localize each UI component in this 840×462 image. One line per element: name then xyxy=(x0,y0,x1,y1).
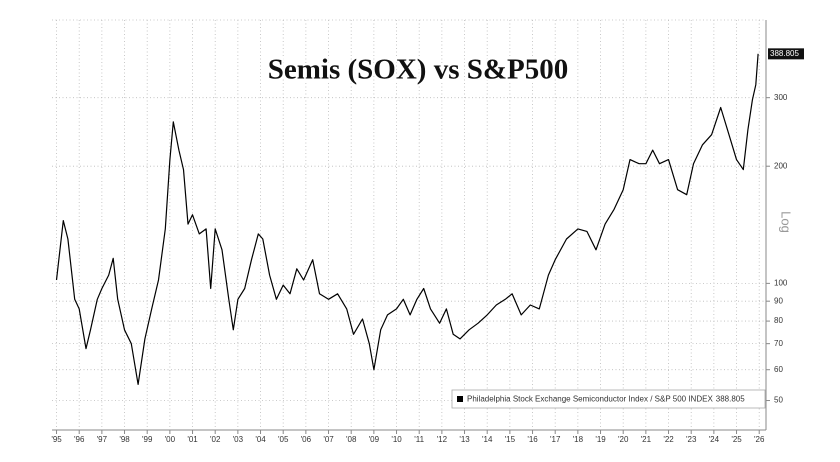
x-tick-label: '17 xyxy=(550,435,561,444)
chart-title: Semis (SOX) vs S&P500 xyxy=(268,54,568,86)
legend-box xyxy=(451,389,766,409)
last-value-label: 388.805 xyxy=(770,49,799,58)
x-tick-label: '10 xyxy=(391,435,402,444)
x-tick-label: '20 xyxy=(618,435,629,444)
x-tick-label: '02 xyxy=(210,435,221,444)
x-tick-label: '16 xyxy=(527,435,538,444)
y-tick-label: 80 xyxy=(774,316,783,325)
x-tick-label: '09 xyxy=(369,435,380,444)
line xyxy=(55,53,759,385)
plot xyxy=(55,53,759,385)
last-value-tag xyxy=(768,48,804,60)
x-tick-label: '08 xyxy=(346,435,357,444)
y-tick-label: 70 xyxy=(774,339,783,348)
x-tick-label: '96 xyxy=(74,435,85,444)
x-tick-label: '24 xyxy=(709,435,720,444)
x-tick-label: '15 xyxy=(505,435,516,444)
y-tick-label: 100 xyxy=(774,278,788,287)
y-tick-label: 60 xyxy=(774,365,783,374)
x-tick-label: '18 xyxy=(573,435,584,444)
x-tick-label: '01 xyxy=(187,435,198,444)
y-tick-label: 300 xyxy=(774,93,788,102)
x-tick-label: '23 xyxy=(686,435,697,444)
x-tick-label: '19 xyxy=(595,435,606,444)
x-tick-label: '13 xyxy=(459,435,470,444)
y-tick-label: 50 xyxy=(774,396,783,405)
x-tick-label: '07 xyxy=(323,435,334,444)
x-tick-label: '99 xyxy=(142,435,153,444)
x-tick-label: '03 xyxy=(233,435,244,444)
x-tick-label: '12 xyxy=(437,435,448,444)
x-tick-label: '00 xyxy=(165,435,176,444)
y-tick-label: 90 xyxy=(774,296,783,305)
x-tick-label: '22 xyxy=(663,435,674,444)
x-tick-label: '06 xyxy=(301,435,312,444)
grid xyxy=(52,19,770,434)
x-tick-label: '11 xyxy=(414,435,424,444)
legend-label: Philadelphia Stock Exchange Semiconducto… xyxy=(467,395,713,404)
legend-value: 388.805 xyxy=(716,395,745,404)
x-tick-label: '97 xyxy=(97,435,108,444)
x-tick-label: '26 xyxy=(754,435,765,444)
y-axis-label: Log xyxy=(779,211,794,233)
x-tick-label: '25 xyxy=(731,435,742,444)
legend-swatch xyxy=(457,396,463,402)
x-tick-label: '05 xyxy=(278,435,289,444)
x-tick-label: '14 xyxy=(482,435,493,444)
x-tick-label: '21 xyxy=(641,435,652,444)
y-tick-label: 200 xyxy=(774,161,788,170)
x-tick-label: '95 xyxy=(51,435,62,444)
x-tick-label: '04 xyxy=(255,435,266,444)
x-tick-label: '98 xyxy=(119,435,130,444)
